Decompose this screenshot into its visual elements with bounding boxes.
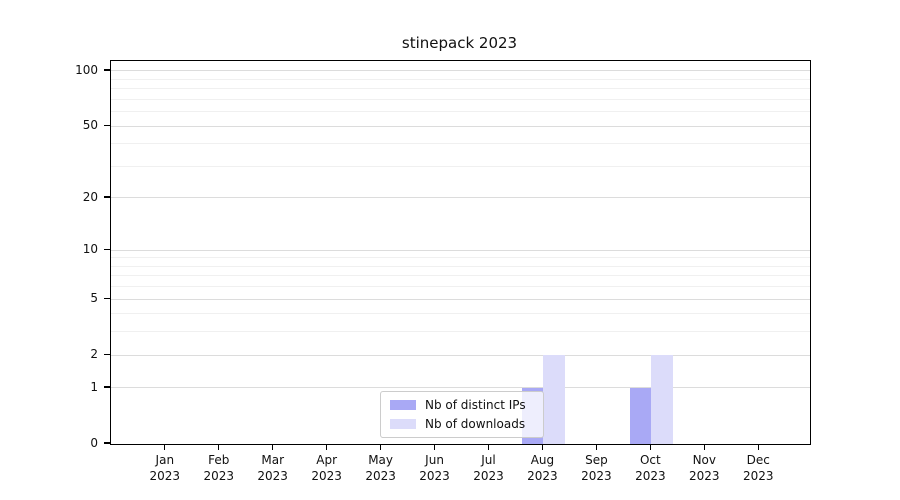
y-axis-label: 2 [90, 347, 98, 362]
gridline-minor [111, 313, 810, 315]
y-axis-tick [104, 353, 110, 355]
gridline-minor [111, 286, 810, 288]
gridline-minor [111, 331, 810, 333]
x-axis-label: Nov 2023 [689, 453, 720, 483]
plot-area [110, 60, 811, 445]
legend-swatch-downloads [390, 418, 416, 429]
gridline-minor [111, 78, 810, 80]
y-axis-label: 100 [75, 62, 98, 77]
x-axis-label: Apr 2023 [311, 453, 342, 483]
gridline-minor [111, 111, 810, 113]
gridline-major [111, 298, 810, 300]
y-axis-tick [104, 196, 110, 198]
y-axis-tick [104, 69, 110, 71]
x-axis-tick [541, 444, 544, 450]
gridline-minor [111, 257, 810, 259]
x-axis-label: Sep 2023 [581, 453, 612, 483]
legend-item: Nb of downloads [390, 416, 534, 432]
y-axis-label: 5 [90, 291, 98, 306]
y-axis-tick [104, 297, 110, 299]
chart-title: stinepack 2023 [401, 34, 518, 52]
y-axis-tick [104, 248, 110, 250]
y-axis-label: 20 [82, 189, 98, 204]
gridline-major [111, 249, 810, 251]
x-axis-tick [757, 444, 759, 450]
x-axis-label: Jul 2023 [473, 453, 504, 483]
y-axis-label: 0 [90, 436, 98, 450]
gridline-major [111, 387, 810, 389]
gridline-minor [111, 275, 810, 277]
x-axis-label: Mar 2023 [257, 453, 288, 483]
gridline-minor [111, 265, 810, 267]
legend-swatch-distinct-ips [390, 400, 416, 411]
gridline-major [111, 197, 810, 199]
x-axis-label: Dec 2023 [742, 453, 774, 483]
x-axis-label: Feb 2023 [203, 453, 235, 483]
gridline-major [111, 70, 810, 72]
y-axis-tick [104, 386, 110, 388]
y-axis-tick [104, 442, 110, 444]
gridline-minor [111, 88, 810, 90]
x-axis-label: Oct 2023 [635, 453, 666, 483]
bar-downloads [543, 355, 565, 444]
x-axis-tick [380, 444, 382, 450]
x-axis-tick [487, 444, 490, 450]
legend-item: Nb of distinct IPs [390, 397, 534, 413]
gridline-minor [111, 98, 810, 100]
y-axis-tick [104, 124, 110, 126]
x-axis-tick [649, 444, 651, 450]
x-axis-tick [703, 444, 705, 450]
gridline-minor [111, 165, 810, 167]
x-axis-tick [272, 444, 274, 450]
x-axis-label: Aug 2023 [527, 453, 558, 483]
legend-label: Nb of distinct IPs [425, 398, 526, 413]
x-axis-label: Jun 2023 [419, 453, 450, 483]
bar-distinct-ips [629, 387, 652, 444]
x-axis-label: May 2023 [365, 453, 396, 483]
y-axis-label: 50 [82, 118, 98, 133]
gridline-minor [111, 143, 810, 145]
legend: Nb of distinct IPs Nb of downloads [380, 391, 544, 438]
x-axis-tick [433, 444, 436, 450]
gridline-major [111, 125, 810, 127]
x-axis-tick [218, 444, 220, 450]
y-axis-label: 10 [82, 242, 98, 257]
x-axis-tick [326, 444, 328, 450]
gridline-major [111, 354, 810, 356]
x-axis-tick [595, 444, 597, 450]
legend-label: Nb of downloads [425, 416, 526, 431]
y-axis-label: 1 [90, 379, 98, 394]
bar-downloads [651, 355, 673, 444]
x-axis-tick [164, 444, 166, 450]
x-axis-label: Jan 2023 [149, 453, 181, 483]
